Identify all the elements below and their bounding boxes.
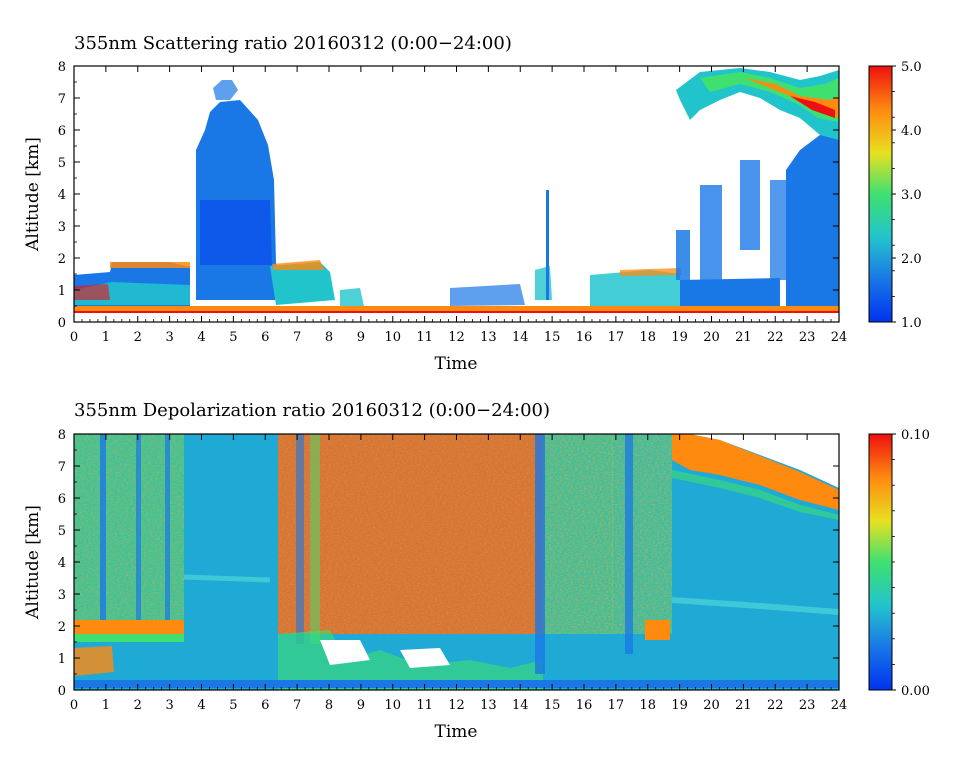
- x-tick-label: 9: [357, 330, 365, 345]
- x-axis-label: Time: [435, 722, 478, 742]
- x-tick-label: 10: [384, 698, 401, 713]
- chart-title: 355nm Depolarization ratio 20160312 (0:0…: [74, 400, 550, 421]
- y-tick-label: 8: [58, 428, 66, 443]
- colorbar-tick-label: 4.0: [901, 124, 922, 139]
- x-tick-label: 5: [229, 698, 237, 713]
- x-tick-label: 10: [384, 330, 401, 345]
- y-tick-label: 5: [58, 156, 66, 171]
- x-tick-label: 17: [608, 330, 625, 345]
- y-axis: 0 1 2 3 4 5 6 7 8: [58, 428, 839, 699]
- x-tick-label: 9: [357, 698, 365, 713]
- colorbar-tick-label: 1.0: [901, 316, 922, 331]
- x-tick-label: 0: [70, 330, 78, 345]
- x-tick-label: 19: [671, 698, 688, 713]
- x-axis: 0 1 2 3 4 5 6 7 8 9 10 11 12 13 14 15 16 17 18 19 20 21 22 23 24: [70, 434, 847, 713]
- y-axis-label: Altitude [km]: [23, 505, 43, 620]
- y-tick-label: 6: [58, 124, 66, 139]
- x-tick-label: 11: [416, 698, 433, 713]
- x-tick-label: 6: [261, 330, 269, 345]
- colorbar: 0.00 0.10: [868, 428, 930, 699]
- y-axis: 0 1 2 3 4 5 6 7 8: [58, 60, 839, 331]
- x-tick-label: 7: [293, 698, 301, 713]
- depolarization-ratio-panel: 355nm Depolarization ratio 20160312 (0:0…: [23, 400, 930, 742]
- scattering-ratio-panel: 355nm Scattering ratio 20160312 (0:00−24…: [23, 33, 922, 374]
- x-tick-label: 22: [767, 330, 784, 345]
- colorbar-tick-label: 5.0: [901, 60, 922, 75]
- x-tick-label: 22: [767, 698, 784, 713]
- y-tick-label: 2: [58, 620, 66, 635]
- y-tick-label: 7: [58, 460, 66, 475]
- x-tick-label: 5: [229, 330, 237, 345]
- x-tick-label: 3: [165, 330, 173, 345]
- colorbar: 1.0 2.0 3.0 4.0 5.0: [868, 60, 922, 331]
- x-tick-label: 0: [70, 698, 78, 713]
- x-tick-label: 16: [576, 698, 593, 713]
- x-tick-label: 1: [102, 698, 110, 713]
- y-tick-label: 0: [58, 316, 66, 331]
- y-tick-label: 5: [58, 524, 66, 539]
- x-tick-label: 7: [293, 330, 301, 345]
- x-tick-label: 17: [608, 698, 625, 713]
- x-tick-label: 15: [544, 330, 561, 345]
- x-tick-label: 21: [735, 698, 752, 713]
- x-axis: 0 1 2 3 4 5 6 7 8 9 10 11 12 13 14 15 16 17 18 19 20 21 22 23 24: [70, 66, 847, 345]
- y-tick-label: 4: [58, 188, 66, 203]
- x-tick-label: 18: [639, 698, 656, 713]
- x-tick-label: 14: [512, 698, 529, 713]
- colorbar-tick-label: 3.0: [901, 188, 922, 203]
- y-tick-label: 7: [58, 92, 66, 107]
- y-tick-label: 3: [58, 588, 66, 603]
- colorbar-tick-label: 0.00: [901, 684, 930, 699]
- x-tick-label: 2: [134, 330, 142, 345]
- x-tick-label: 21: [735, 330, 752, 345]
- x-tick-label: 12: [448, 698, 465, 713]
- y-tick-label: 2: [58, 252, 66, 267]
- x-tick-label: 6: [261, 698, 269, 713]
- heatmap-field: [74, 66, 839, 322]
- x-tick-label: 11: [416, 330, 433, 345]
- x-tick-label: 14: [512, 330, 529, 345]
- x-tick-label: 1: [102, 330, 110, 345]
- x-axis-label: Time: [435, 354, 478, 374]
- x-tick-label: 13: [480, 698, 497, 713]
- y-tick-label: 6: [58, 492, 66, 507]
- heatmap-field: [74, 434, 839, 690]
- y-tick-label: 3: [58, 220, 66, 235]
- x-tick-label: 20: [703, 330, 720, 345]
- x-tick-label: 3: [165, 698, 173, 713]
- x-tick-label: 23: [799, 698, 816, 713]
- x-tick-label: 4: [197, 330, 205, 345]
- y-tick-label: 0: [58, 684, 66, 699]
- y-tick-label: 1: [58, 652, 66, 667]
- x-tick-label: 2: [134, 698, 142, 713]
- colorbar-tick-label: 0.10: [901, 428, 930, 443]
- x-tick-label: 4: [197, 698, 205, 713]
- x-tick-label: 8: [325, 698, 333, 713]
- x-tick-label: 13: [480, 330, 497, 345]
- y-tick-label: 8: [58, 60, 66, 75]
- x-tick-label: 19: [671, 330, 688, 345]
- x-tick-label: 20: [703, 698, 720, 713]
- colorbar-tick-label: 2.0: [901, 252, 922, 267]
- x-tick-label: 24: [831, 698, 848, 713]
- x-tick-label: 15: [544, 698, 561, 713]
- y-axis-label: Altitude [km]: [23, 137, 43, 252]
- y-tick-label: 4: [58, 556, 66, 571]
- x-tick-label: 8: [325, 330, 333, 345]
- x-tick-label: 23: [799, 330, 816, 345]
- x-tick-label: 12: [448, 330, 465, 345]
- x-tick-label: 24: [831, 330, 848, 345]
- chart-title: 355nm Scattering ratio 20160312 (0:00−24…: [74, 33, 512, 54]
- x-tick-label: 18: [639, 330, 656, 345]
- y-tick-label: 1: [58, 284, 66, 299]
- x-tick-label: 16: [576, 330, 593, 345]
